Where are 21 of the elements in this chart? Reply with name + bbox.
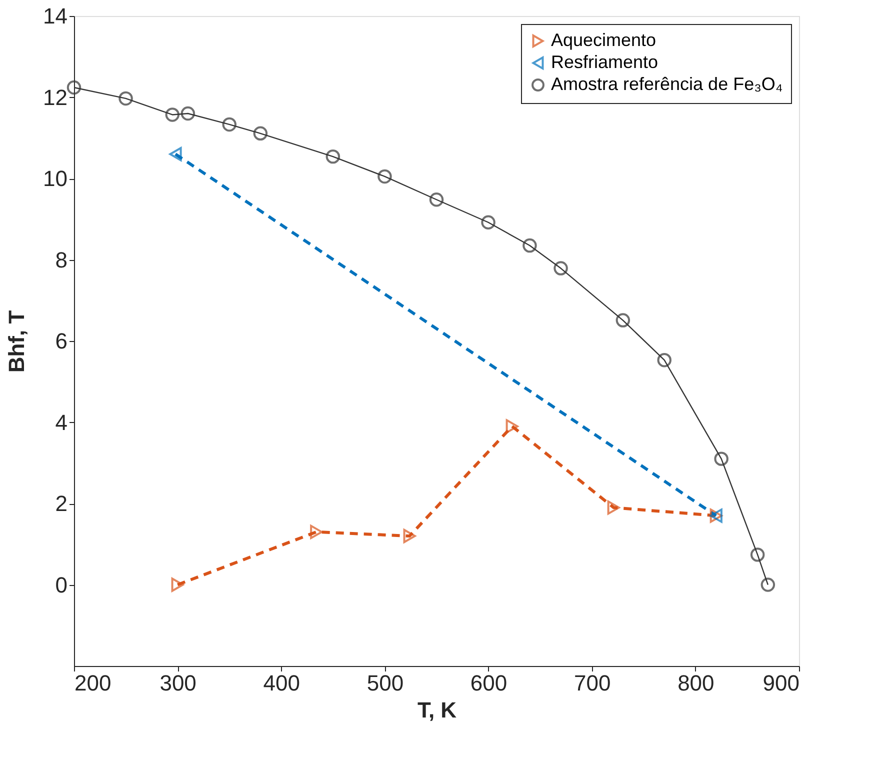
x-tick-label: 900: [762, 670, 800, 696]
y-tick-label: 8: [55, 247, 68, 272]
y-axis-title: Bhf, T: [4, 310, 30, 373]
x-tick-label: 200: [74, 670, 112, 696]
legend-label: Amostra referência de Fe₃O₄: [551, 74, 783, 94]
y-tick-label: 4: [55, 410, 68, 435]
y-tick-label: 6: [55, 328, 68, 354]
x-tick-label: 400: [263, 670, 300, 696]
y-tick-label: 10: [43, 166, 68, 191]
legend-label: Aquecimento: [551, 30, 656, 50]
x-tick-label: 700: [574, 670, 611, 696]
x-tick-label: 500: [366, 670, 404, 696]
y-tick-label: 14: [43, 4, 68, 28]
x-tick-label: 300: [160, 670, 196, 696]
x-tick-label: 600: [470, 670, 508, 696]
y-tick-label: 2: [55, 491, 68, 516]
legend-label: Resfriamento: [551, 52, 658, 72]
y-tick-label: 12: [43, 84, 68, 110]
y-tick-label: 0: [55, 572, 68, 598]
x-axis-title: T, K: [417, 698, 457, 722]
x-tick-label: 800: [678, 670, 714, 696]
